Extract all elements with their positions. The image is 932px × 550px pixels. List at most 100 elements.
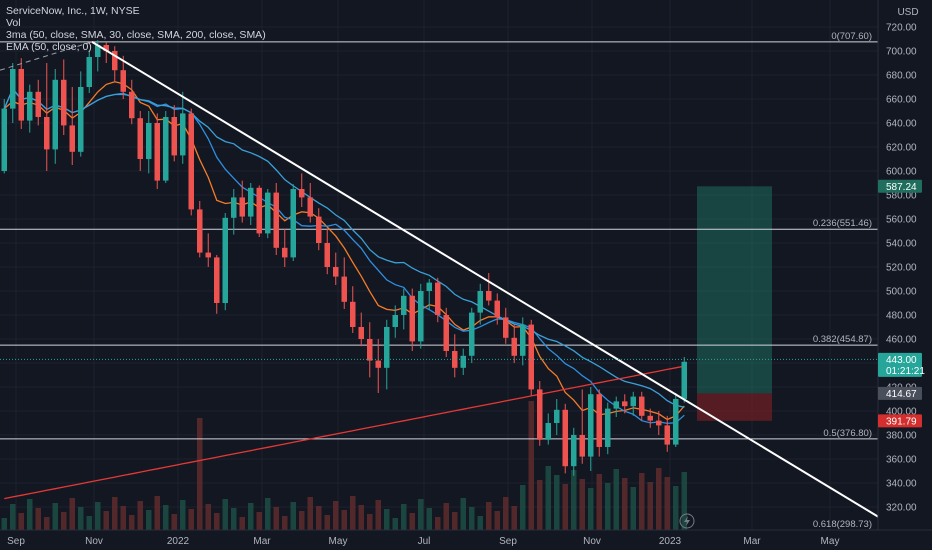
sma-200-line — [4, 365, 685, 500]
symbol-title[interactable]: ServiceNow, Inc., 1W, NYSE — [6, 5, 140, 17]
volume-bar — [384, 509, 390, 530]
price-tag-label: 414.67 — [886, 389, 917, 400]
long-position-profit-zone[interactable] — [697, 186, 772, 394]
price-tick-label: 480.00 — [886, 311, 917, 322]
time-tick-label: Mar — [743, 536, 761, 547]
volume-bar — [503, 497, 509, 530]
volume-bar — [52, 503, 58, 530]
volume-bar — [205, 504, 211, 530]
candle-body — [248, 187, 254, 217]
candle-body — [537, 389, 543, 440]
trendline[interactable] — [91, 41, 879, 518]
candle-body — [460, 355, 466, 368]
candle-body — [171, 117, 177, 156]
price-tick-label: 600.00 — [886, 167, 917, 178]
volume-bar — [103, 511, 109, 530]
candle-body — [554, 409, 560, 423]
candle-body — [282, 247, 288, 258]
volume-bar — [673, 486, 679, 530]
candle-body — [375, 360, 381, 368]
price-tag-label: 01:21:21 — [886, 366, 925, 377]
trendline-dashed-extension — [0, 41, 93, 71]
candle-body — [401, 295, 407, 315]
candle-body — [180, 113, 186, 156]
volume-bar — [154, 496, 160, 530]
time-tick-label: Nov — [583, 536, 601, 547]
volume-bar — [69, 498, 75, 530]
candle-body — [163, 117, 169, 181]
time-axis[interactable]: Sep Nov 2022 Mar May Jul Sep Nov 2023 Mar May — [0, 529, 932, 547]
volume-bar — [571, 470, 577, 530]
volume-bar — [10, 504, 16, 530]
price-tag-box — [878, 363, 922, 377]
volume-bar — [95, 502, 101, 530]
candle-body — [477, 291, 483, 313]
price-tag-label: 587.24 — [886, 182, 917, 193]
fib-level-label: 0.5(376.80) — [823, 428, 872, 439]
candle-body — [528, 324, 534, 390]
price-tick-label: 540.00 — [886, 239, 917, 250]
volume-bar — [44, 517, 50, 530]
candle-body — [188, 113, 194, 210]
volume-bar — [392, 518, 398, 530]
candle-body — [333, 267, 339, 277]
candle-body — [239, 197, 245, 217]
candle-body — [426, 282, 432, 291]
candle-body — [27, 91, 33, 121]
ema-indicator-label[interactable]: EMA (50, close, 0) — [6, 41, 92, 53]
candle-body — [35, 91, 41, 117]
candle-body — [486, 291, 492, 301]
candle-body — [231, 197, 237, 218]
candle-body — [647, 415, 653, 421]
volume-bar — [545, 466, 551, 530]
volume-bar — [520, 485, 526, 530]
volume-bar — [613, 469, 619, 530]
volume-bar — [222, 499, 228, 530]
price-axis[interactable]: 320.00340.00360.00380.00400.00420.00440.… — [877, 0, 917, 530]
volume-bar — [494, 511, 500, 530]
candle-body — [418, 291, 424, 342]
price-tick-label: 620.00 — [886, 143, 917, 154]
lightning-icon[interactable] — [679, 513, 695, 529]
candle-body — [146, 123, 152, 159]
fibonacci-levels[interactable]: 0(707.60) 0.236(551.46) 0.382(454.87) 0.5(3… — [0, 31, 878, 530]
volume-bar — [341, 510, 347, 530]
candle-body — [307, 197, 313, 217]
volume-bar — [588, 488, 594, 530]
volume-indicator-label[interactable]: Vol — [6, 17, 21, 29]
candle-body — [562, 409, 568, 467]
candle-body — [120, 70, 126, 92]
candle-body — [137, 118, 143, 159]
price-tick-label: 700.00 — [886, 47, 917, 58]
volume-bar — [630, 487, 636, 530]
volume-bar — [146, 510, 152, 530]
volume-bar — [188, 509, 194, 530]
volume-bar — [316, 506, 322, 530]
candle-body — [452, 351, 458, 368]
candle-body — [392, 315, 398, 327]
candle-body — [273, 192, 279, 248]
candle-body — [290, 189, 296, 258]
candlesticks — [1, 40, 687, 476]
volume-bar — [656, 468, 662, 530]
volume-bar — [265, 498, 271, 530]
volume-bar — [605, 483, 611, 530]
volume-bar — [239, 517, 245, 530]
ma-indicator-label[interactable]: 3ma (50, close, SMA, 30, close, SMA, 200… — [6, 29, 266, 41]
volume-bar — [163, 505, 169, 530]
candle-body — [511, 337, 517, 356]
candle-body — [69, 125, 75, 152]
volume-bar — [367, 514, 373, 530]
volume-bar — [112, 497, 118, 530]
volume-bar — [554, 475, 560, 530]
volume-bar — [35, 508, 41, 530]
volume-bar — [307, 497, 313, 530]
chart-legend: ServiceNow, Inc., 1W, NYSE Vol 3ma (50, … — [6, 5, 266, 53]
price-tick-label: 520.00 — [886, 263, 917, 274]
candle-body — [299, 189, 305, 198]
volume-bar — [562, 484, 568, 530]
volume-bar — [443, 503, 449, 530]
price-tick-label: 340.00 — [886, 479, 917, 490]
long-position-loss-zone[interactable] — [697, 393, 772, 421]
